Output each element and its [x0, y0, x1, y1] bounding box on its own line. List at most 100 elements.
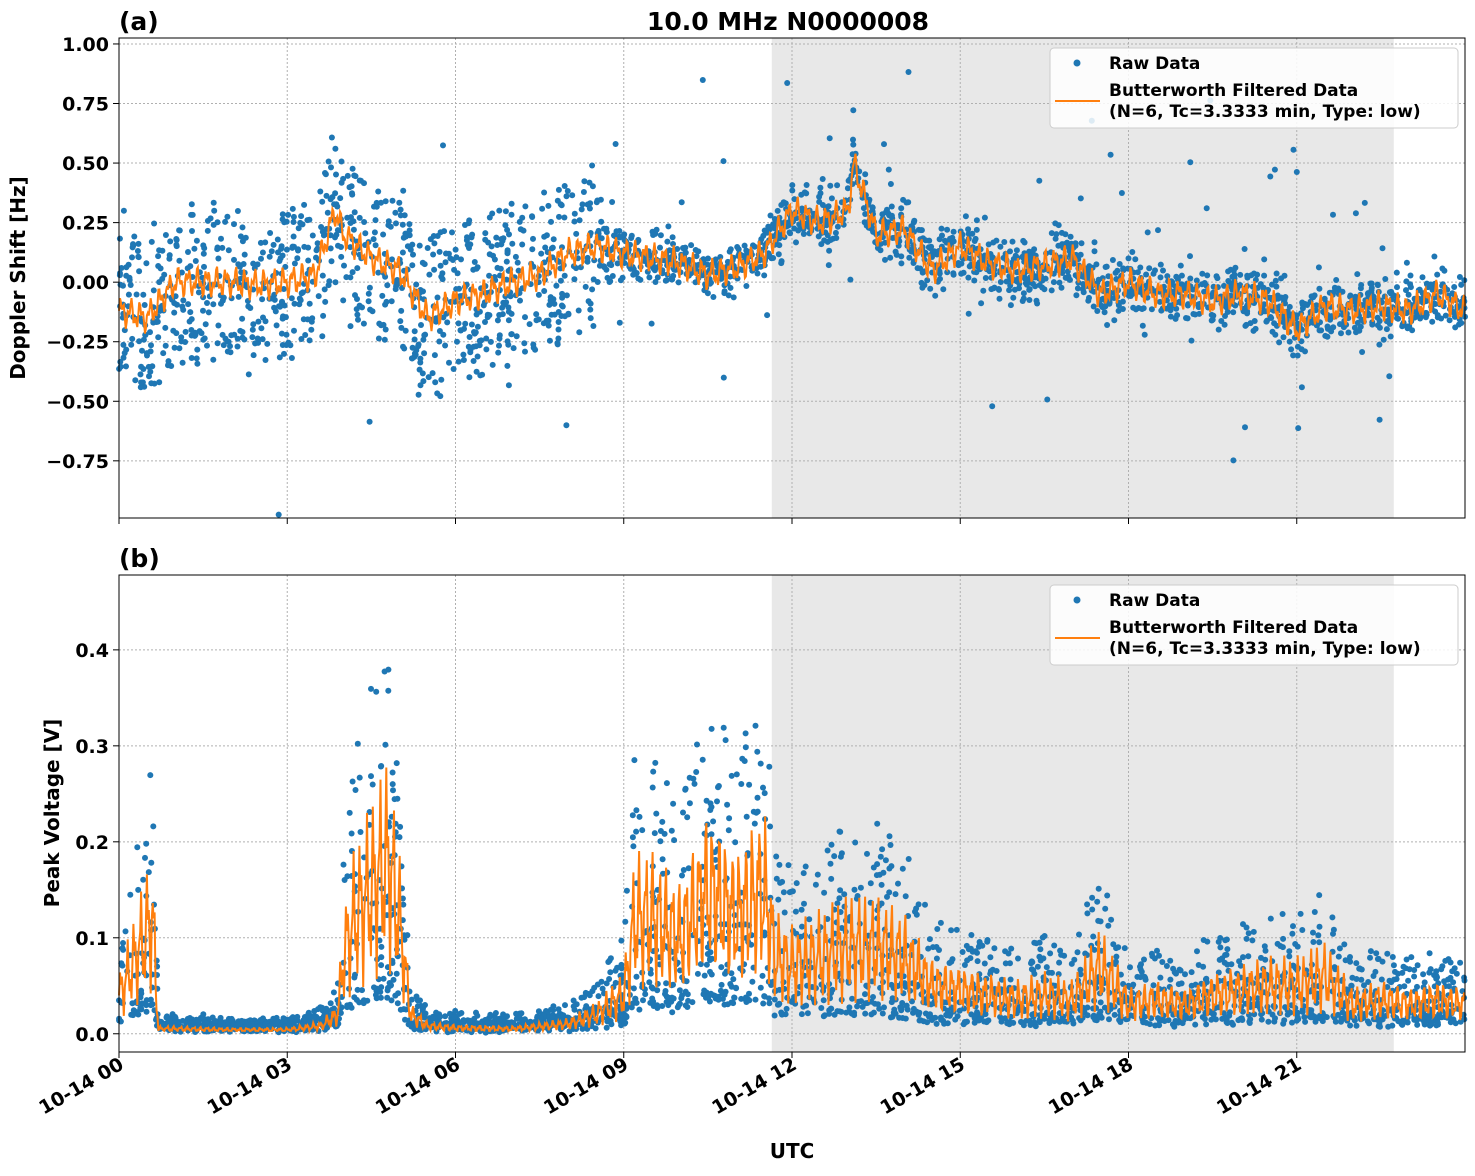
raw-data-point [146, 373, 152, 379]
raw-data-point [1230, 309, 1236, 315]
raw-data-point [373, 242, 379, 248]
raw-data-point [725, 1001, 731, 1007]
raw-data-point [138, 1005, 144, 1011]
figure-title: 10.0 MHz N0000008 [647, 7, 929, 36]
raw-data-point [968, 932, 974, 938]
raw-data-point [753, 997, 759, 1003]
raw-data-point [366, 291, 372, 297]
raw-data-point [1422, 979, 1428, 985]
raw-data-point [437, 249, 443, 255]
y-tick-label: 0.0 [75, 1024, 109, 1046]
raw-data-point [301, 202, 307, 208]
raw-data-point [766, 764, 772, 770]
raw-data-point [378, 764, 384, 770]
raw-data-point [398, 325, 404, 331]
raw-data-point [1461, 975, 1467, 981]
raw-data-point [179, 304, 185, 310]
raw-data-point [762, 790, 768, 796]
raw-data-point [191, 246, 197, 252]
raw-data-point [583, 284, 589, 290]
raw-data-point [828, 1006, 834, 1012]
raw-data-point [127, 892, 133, 898]
raw-data-point [1382, 276, 1388, 282]
raw-data-point [967, 955, 973, 961]
raw-data-point [150, 823, 156, 829]
raw-data-point [1417, 316, 1423, 322]
raw-data-point [1388, 334, 1394, 340]
raw-data-point [793, 909, 799, 915]
raw-data-point [895, 881, 901, 887]
raw-data-point [618, 938, 624, 944]
raw-data-point [529, 213, 535, 219]
raw-data-point [916, 901, 922, 907]
raw-data-point [1295, 353, 1301, 359]
raw-data-point [803, 1003, 809, 1009]
raw-data-point [1347, 954, 1353, 960]
raw-data-point [605, 275, 611, 281]
raw-data-point [149, 239, 155, 245]
raw-data-point [1316, 264, 1322, 270]
raw-data-point [215, 256, 221, 262]
raw-data-point [1263, 319, 1269, 325]
raw-data-point [1424, 312, 1430, 318]
raw-data-point [438, 263, 444, 269]
raw-data-point [1356, 328, 1362, 334]
raw-data-point [679, 199, 685, 205]
raw-data-point [345, 173, 351, 179]
raw-data-point [799, 907, 805, 913]
raw-data-point [320, 313, 326, 319]
raw-data-point [911, 218, 917, 224]
raw-data-point [443, 259, 449, 265]
raw-data-point [1192, 1022, 1198, 1028]
raw-data-point [438, 377, 444, 383]
raw-data-point [1270, 329, 1276, 335]
raw-data-point [344, 1004, 350, 1010]
raw-data-point [1078, 195, 1084, 201]
raw-data-point [1024, 277, 1030, 283]
raw-data-point [1262, 943, 1268, 949]
raw-data-point [716, 783, 722, 789]
raw-data-point [571, 276, 577, 282]
raw-data-point [347, 810, 353, 816]
raw-data-point [173, 236, 179, 242]
raw-data-point [1098, 999, 1104, 1005]
raw-data-point [680, 810, 686, 816]
raw-data-point [129, 336, 135, 342]
raw-data-point [793, 239, 799, 245]
raw-data-point [490, 253, 496, 259]
raw-data-point [378, 944, 384, 950]
raw-data-point [398, 212, 404, 218]
raw-data-point [775, 897, 781, 903]
raw-data-point [194, 347, 200, 353]
raw-data-point [190, 212, 196, 218]
raw-data-point [367, 307, 373, 313]
raw-data-point [934, 926, 940, 932]
raw-data-point [718, 964, 724, 970]
raw-data-point [932, 293, 938, 299]
raw-data-point [919, 227, 925, 233]
raw-data-point [155, 319, 161, 325]
raw-data-point [889, 204, 895, 210]
raw-data-point [539, 206, 545, 212]
raw-data-point [639, 827, 645, 833]
raw-data-point [586, 298, 592, 304]
raw-data-point [138, 371, 144, 377]
raw-data-point [821, 237, 827, 243]
raw-data-point [406, 1021, 412, 1027]
raw-data-point [1435, 312, 1441, 318]
raw-data-point [361, 321, 367, 327]
raw-data-point [442, 343, 448, 349]
raw-data-point [1004, 279, 1010, 285]
raw-data-point [328, 245, 334, 251]
raw-data-point [258, 256, 264, 262]
raw-data-point [497, 336, 503, 342]
raw-data-point [354, 265, 360, 271]
raw-data-point [799, 924, 805, 930]
raw-data-point [155, 253, 161, 259]
raw-data-point [393, 220, 399, 226]
raw-data-point [637, 814, 643, 820]
raw-data-point [593, 1025, 599, 1031]
raw-data-point [426, 374, 432, 380]
raw-data-point [1035, 964, 1041, 970]
raw-data-point [159, 248, 165, 254]
